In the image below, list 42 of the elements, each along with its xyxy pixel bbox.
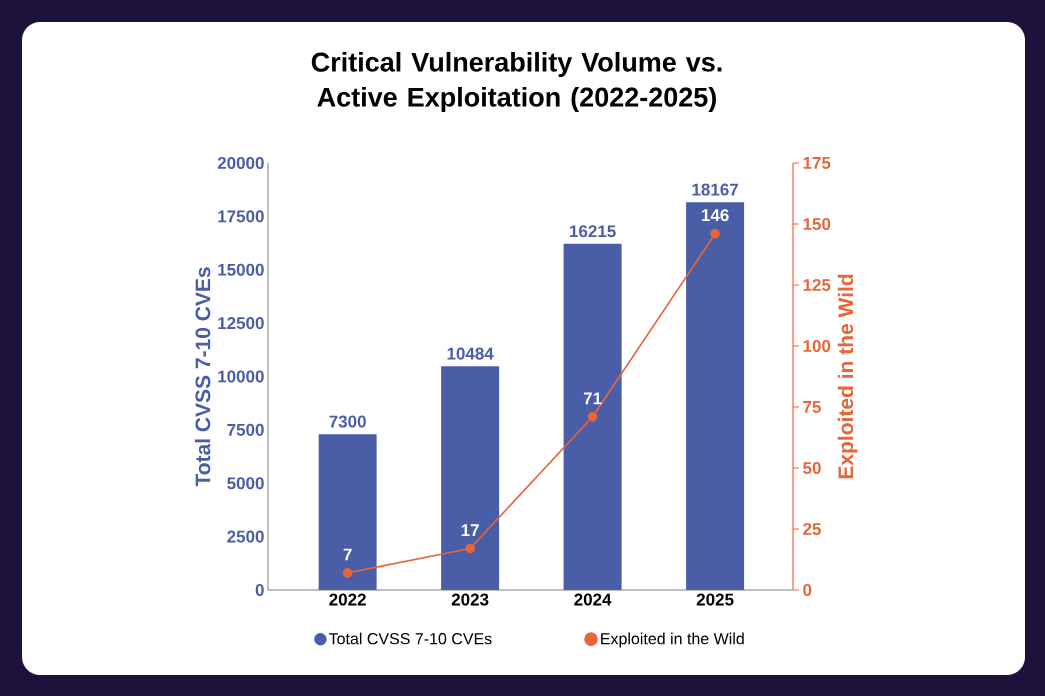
y-tick-label: 12500 <box>218 317 264 330</box>
y-tick-label: 2500 <box>227 530 264 543</box>
data-label: 10484 <box>447 347 494 360</box>
data-label: 18167 <box>692 183 738 196</box>
y-tick-label: 10000 <box>218 370 264 383</box>
y-tick-label: 20000 <box>217 156 264 170</box>
y-tick-label: 17500 <box>218 210 264 223</box>
x-tick-label: 2023 <box>451 593 489 606</box>
point <box>465 543 475 554</box>
x-tick-label: 2022 <box>329 593 366 606</box>
y2-tick-label: 175 <box>803 157 831 169</box>
y2-tick-label: 25 <box>803 522 821 536</box>
y2-tick-label: 50 <box>803 461 821 475</box>
y-tick-label: 15000 <box>218 263 264 276</box>
x-tick-label: 2025 <box>696 593 734 606</box>
bar <box>686 202 745 590</box>
data-label: 17 <box>461 524 479 536</box>
y2-axis-title: Exploited in the Wild <box>837 274 858 479</box>
y2-tick-label: 75 <box>803 401 821 413</box>
data-label: 16215 <box>570 225 616 238</box>
y-tick-label: 7500 <box>227 423 264 436</box>
data-label: 7300 <box>329 415 366 428</box>
data-label: 7 <box>343 548 352 561</box>
legend-label: Total CVSS 7-10 CVEs <box>328 632 492 645</box>
data-label: 71 <box>583 392 602 405</box>
y-tick-label: 5000 <box>227 477 264 490</box>
point <box>587 411 598 422</box>
legend-label: Exploited in the Wild <box>601 632 744 648</box>
y2-tick-label: 150 <box>803 217 831 231</box>
data-label: 146 <box>701 209 729 222</box>
bar <box>318 434 377 590</box>
y2-tick-label: 100 <box>803 339 831 353</box>
point <box>342 568 353 578</box>
chart-title: Critical Vulnerability Volume vs. Active Exploitation (2022-2025) <box>311 51 722 113</box>
y2-tick-label: 0 <box>803 583 812 597</box>
y-tick-label: 0 <box>255 583 264 597</box>
bar <box>441 366 500 590</box>
x-tick-label: 2024 <box>574 593 612 606</box>
point <box>710 228 720 239</box>
y2-tick-label: 125 <box>803 278 831 292</box>
y-axis-title: Total CVSS 7-10 CVEs <box>194 267 211 487</box>
bar <box>563 243 622 590</box>
